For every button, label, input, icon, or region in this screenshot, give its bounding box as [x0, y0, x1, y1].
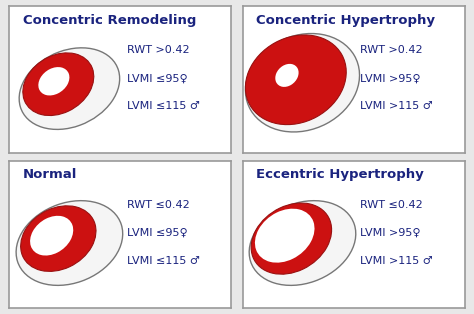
Ellipse shape — [249, 201, 356, 285]
Ellipse shape — [30, 216, 73, 256]
Ellipse shape — [246, 34, 360, 132]
Ellipse shape — [23, 53, 94, 116]
Text: Eccentric Hypertrophy: Eccentric Hypertrophy — [256, 168, 424, 181]
Text: LVMI >95♀: LVMI >95♀ — [360, 73, 421, 83]
Text: LVMI ≤115 ♂: LVMI ≤115 ♂ — [127, 256, 200, 266]
Text: LVMI ≤115 ♂: LVMI ≤115 ♂ — [127, 101, 200, 111]
Ellipse shape — [246, 35, 346, 125]
Ellipse shape — [19, 48, 119, 129]
Text: LVMI >115 ♂: LVMI >115 ♂ — [360, 256, 433, 266]
Ellipse shape — [16, 201, 123, 285]
Ellipse shape — [255, 209, 315, 263]
Text: RWT ≤0.42: RWT ≤0.42 — [360, 200, 423, 210]
Ellipse shape — [38, 67, 69, 95]
Text: LVMI ≤95♀: LVMI ≤95♀ — [127, 228, 188, 238]
Text: Concentric Remodeling: Concentric Remodeling — [23, 14, 196, 27]
Text: LVMI ≤95♀: LVMI ≤95♀ — [127, 73, 188, 83]
Ellipse shape — [21, 206, 96, 271]
Text: LVMI >95♀: LVMI >95♀ — [360, 228, 421, 238]
Ellipse shape — [251, 203, 332, 274]
Text: RWT >0.42: RWT >0.42 — [127, 46, 190, 55]
Text: LVMI >115 ♂: LVMI >115 ♂ — [360, 101, 433, 111]
Text: Normal: Normal — [23, 168, 77, 181]
Text: Concentric Hypertrophy: Concentric Hypertrophy — [256, 14, 435, 27]
Text: RWT ≤0.42: RWT ≤0.42 — [127, 200, 190, 210]
Text: RWT >0.42: RWT >0.42 — [360, 46, 423, 55]
Ellipse shape — [275, 64, 299, 87]
